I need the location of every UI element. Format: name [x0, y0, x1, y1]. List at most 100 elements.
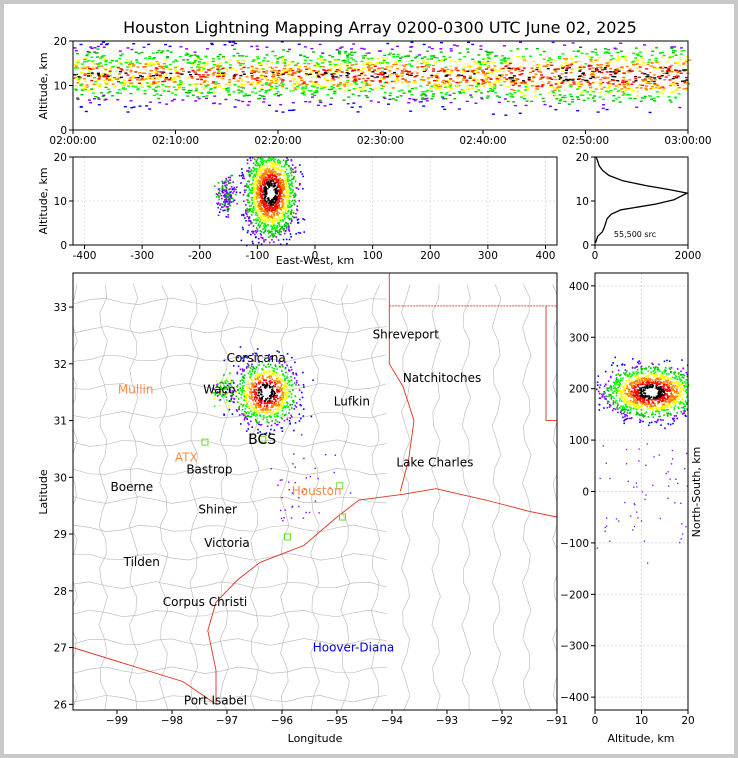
- altitude-eastwest-sources: [214, 157, 306, 247]
- source-point: [516, 67, 520, 69]
- source-point: [266, 400, 269, 403]
- source-point: [200, 78, 204, 81]
- source-point: [178, 80, 182, 82]
- source-point: [439, 70, 443, 72]
- source-point: [452, 44, 456, 46]
- county-line: [73, 496, 387, 504]
- source-point: [105, 78, 109, 81]
- source-point: [162, 80, 166, 82]
- source-point: [604, 65, 608, 67]
- source-point: [307, 63, 311, 65]
- source-point: [376, 73, 380, 76]
- source-point: [286, 376, 289, 379]
- source-point: [598, 85, 602, 87]
- source-point: [283, 384, 286, 387]
- source-point: [102, 94, 106, 96]
- source-point: [255, 197, 258, 200]
- source-point: [649, 87, 653, 90]
- source-point: [259, 431, 262, 433]
- figure-frame: Houston Lightning Mapping Array 0200-030…: [4, 4, 734, 754]
- source-point: [261, 207, 263, 210]
- source-point: [89, 102, 93, 104]
- source-point: [268, 229, 270, 232]
- source-point: [498, 96, 502, 98]
- source-point: [412, 98, 416, 101]
- source-point: [285, 371, 287, 374]
- source-point: [78, 67, 82, 69]
- source-point: [300, 404, 302, 407]
- source-point: [98, 75, 102, 77]
- source-point: [367, 58, 371, 60]
- source-point: [275, 202, 277, 204]
- source-point: [261, 174, 264, 177]
- source-point: [570, 69, 574, 71]
- source-point: [101, 72, 105, 75]
- source-point: [639, 55, 643, 58]
- source-point: [249, 373, 252, 376]
- source-point: [279, 197, 282, 200]
- source-point: [269, 164, 272, 167]
- source-point: [277, 166, 280, 169]
- source-point: [198, 75, 202, 78]
- source-point: [527, 78, 531, 80]
- source-point: [357, 95, 361, 97]
- source-point: [147, 78, 151, 80]
- source-point: [623, 90, 627, 92]
- source-point: [521, 80, 525, 82]
- source-point: [287, 210, 289, 213]
- source-point: [231, 174, 234, 177]
- source-point: [640, 97, 644, 99]
- source-point: [242, 84, 246, 86]
- source-point: [588, 94, 592, 96]
- source-point: [272, 180, 275, 183]
- source-point: [349, 84, 353, 86]
- source-point: [334, 63, 338, 65]
- source-point: [225, 68, 229, 71]
- source-point: [267, 104, 271, 107]
- source-point: [282, 193, 285, 196]
- source-point: [529, 71, 533, 74]
- source-point: [313, 64, 317, 67]
- source-point: [276, 72, 280, 74]
- source-point: [222, 72, 226, 74]
- source-point: [521, 56, 525, 58]
- source-point: [481, 58, 485, 60]
- source-point: [687, 59, 691, 61]
- source-point: [167, 90, 171, 93]
- time-axis-tick-label: 03:00:00: [664, 135, 711, 147]
- source-point: [263, 175, 265, 177]
- source-point: [236, 52, 240, 55]
- source-point: [290, 368, 293, 371]
- source-point: [430, 55, 434, 57]
- source-point: [288, 218, 291, 221]
- source-point: [302, 80, 306, 83]
- source-point: [642, 64, 646, 67]
- source-point: [677, 93, 681, 95]
- source-point: [258, 204, 261, 206]
- source-point: [258, 76, 262, 78]
- source-point: [443, 57, 447, 60]
- source-point: [358, 106, 362, 108]
- source-point: [279, 219, 282, 222]
- source-point: [321, 52, 325, 54]
- source-point: [276, 391, 279, 393]
- eastwest-axis-tick-label: -400: [73, 250, 97, 262]
- source-point: [396, 53, 400, 56]
- source-point: [497, 101, 501, 104]
- source-point: [298, 413, 301, 415]
- source-point: [668, 79, 672, 81]
- source-point: [221, 185, 224, 187]
- source-point: [682, 62, 686, 64]
- source-point: [210, 43, 214, 46]
- source-point: [430, 47, 434, 50]
- source-point: [224, 98, 228, 101]
- source-point: [676, 71, 680, 74]
- source-point: [363, 81, 367, 83]
- source-point: [581, 73, 585, 75]
- source-point: [476, 71, 480, 74]
- source-point: [410, 87, 414, 90]
- source-point: [286, 192, 289, 195]
- source-point: [260, 95, 264, 97]
- source-point: [255, 186, 257, 188]
- source-point: [281, 183, 284, 186]
